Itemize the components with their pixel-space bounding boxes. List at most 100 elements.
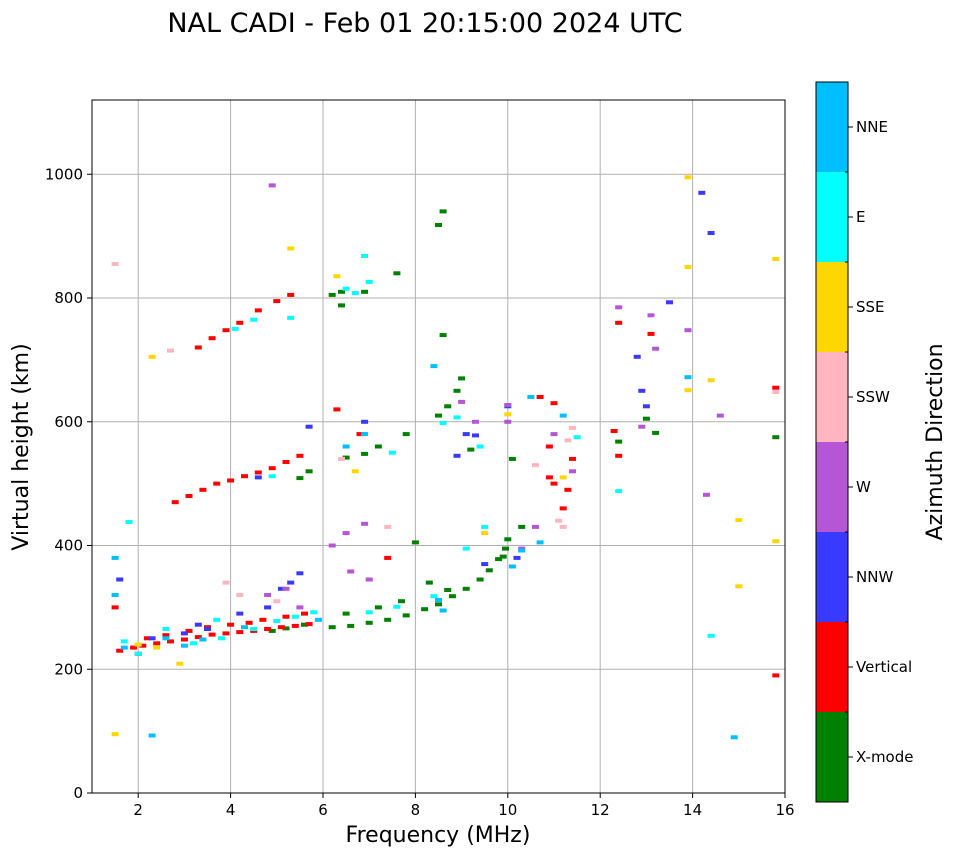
data-point-x-mode	[439, 209, 447, 214]
colorbar-swatch	[816, 172, 848, 262]
data-point-x-mode	[439, 333, 447, 338]
data-point-w	[647, 313, 655, 318]
data-point-w	[569, 469, 576, 474]
data-point-vertical	[259, 617, 267, 622]
data-point-e	[250, 317, 258, 322]
plot-area: 2 4 6 8 10 12 14 16 0 200 400 600 800 1000	[45, 99, 795, 819]
data-point-w	[365, 577, 373, 582]
data-point-x-mode	[518, 524, 526, 529]
data-point-e	[120, 639, 128, 644]
data-point-x-mode	[772, 435, 780, 440]
data-point-vertical	[268, 466, 276, 471]
data-point-nnw	[116, 577, 124, 582]
x-tick-label: 8	[411, 801, 421, 819]
data-point-x-mode	[328, 625, 336, 630]
data-point-e	[310, 610, 318, 615]
data-point-nne	[361, 432, 369, 437]
data-point-ssw	[569, 425, 576, 430]
colorbar-category-label: SSW	[856, 388, 890, 406]
data-point-x-mode	[398, 599, 405, 604]
data-point-x-mode	[361, 289, 369, 294]
data-point-w	[703, 492, 710, 497]
data-point-x-mode	[435, 413, 442, 418]
data-point-vertical	[550, 401, 558, 406]
x-tick-label: 2	[133, 801, 143, 819]
colorbar-swatch	[816, 532, 848, 622]
data-point-ssw	[111, 262, 119, 266]
y-tick-label: 600	[54, 413, 83, 431]
data-point-e	[439, 421, 447, 425]
x-tick-label: 6	[318, 801, 328, 819]
data-point-ssw	[222, 580, 230, 585]
data-point-w	[532, 524, 539, 529]
data-point-w	[264, 593, 272, 597]
colorbar-swatch	[816, 622, 848, 712]
data-point-sse	[287, 246, 295, 251]
data-point-w	[504, 419, 512, 424]
data-point-e	[231, 326, 239, 331]
data-point-e	[213, 617, 221, 622]
data-point-sse	[735, 518, 743, 523]
colorbar-swatch	[816, 442, 848, 532]
x-tick-label: 16	[775, 801, 794, 819]
data-point-vertical	[167, 639, 174, 644]
data-point-vertical	[222, 328, 230, 333]
data-point-x-mode	[444, 588, 452, 592]
data-point-nnw	[707, 231, 715, 235]
y-axis-ticks: 0 200 400 600 800 1000	[45, 165, 92, 802]
data-point-vertical	[647, 331, 655, 336]
data-point-e	[388, 450, 396, 455]
data-point-w	[347, 569, 355, 574]
data-point-x-mode	[361, 451, 369, 456]
data-point-nnw	[513, 555, 521, 560]
colorbar: X-mode Vertical NNW W SSW SSE E NNE	[815, 81, 913, 803]
data-point-nnw	[638, 388, 646, 393]
data-point-x-mode	[453, 388, 461, 393]
data-point-ssw	[273, 599, 281, 604]
data-point-nnw	[296, 571, 304, 576]
data-point-e	[393, 604, 401, 609]
data-point-sse	[148, 354, 156, 359]
colorbar-category-label: E	[856, 208, 865, 226]
x-tick-label: 10	[498, 801, 517, 819]
data-point-w	[282, 586, 290, 591]
data-point-nne	[518, 548, 526, 553]
data-point-ssw	[772, 390, 780, 394]
data-point-nne	[120, 645, 128, 650]
data-point-nne	[559, 413, 567, 418]
data-point-nne	[199, 637, 207, 642]
data-point-sse	[684, 388, 692, 393]
data-point-vertical	[356, 432, 364, 437]
data-point-sse	[176, 661, 184, 666]
data-point-w	[296, 605, 304, 610]
data-point-e	[365, 610, 373, 615]
data-point-nnw	[180, 631, 188, 636]
data-point-nnw	[642, 404, 650, 409]
data-point-vertical	[333, 407, 341, 412]
data-point-e	[615, 489, 623, 494]
data-point-x-mode	[282, 626, 290, 631]
data-point-nne	[111, 593, 119, 597]
data-point-vertical	[559, 506, 567, 511]
data-point-ssw	[384, 524, 392, 529]
data-point-vertical	[615, 320, 623, 325]
data-point-x-mode	[642, 416, 650, 421]
data-point-vertical	[139, 643, 147, 648]
data-point-nnw	[204, 627, 211, 631]
data-point-nne	[111, 555, 119, 560]
data-point-sse	[111, 732, 119, 737]
data-point-vertical	[143, 636, 151, 641]
colorbar-swatch	[816, 82, 848, 172]
data-point-e	[250, 627, 258, 631]
data-point-vertical	[185, 628, 193, 633]
data-point-e	[481, 524, 489, 529]
data-point-w	[328, 543, 336, 548]
colorbar-labels: X-mode Vertical NNW W SSW SSE E NNE	[845, 81, 913, 803]
y-axis-label: Virtual height (km)	[9, 343, 34, 550]
data-point-x-mode	[338, 289, 345, 294]
data-point-w	[268, 183, 276, 188]
data-point-nnw	[633, 354, 641, 359]
data-point-vertical	[236, 320, 244, 325]
data-point-nne	[342, 444, 350, 449]
data-point-sse	[153, 645, 161, 650]
